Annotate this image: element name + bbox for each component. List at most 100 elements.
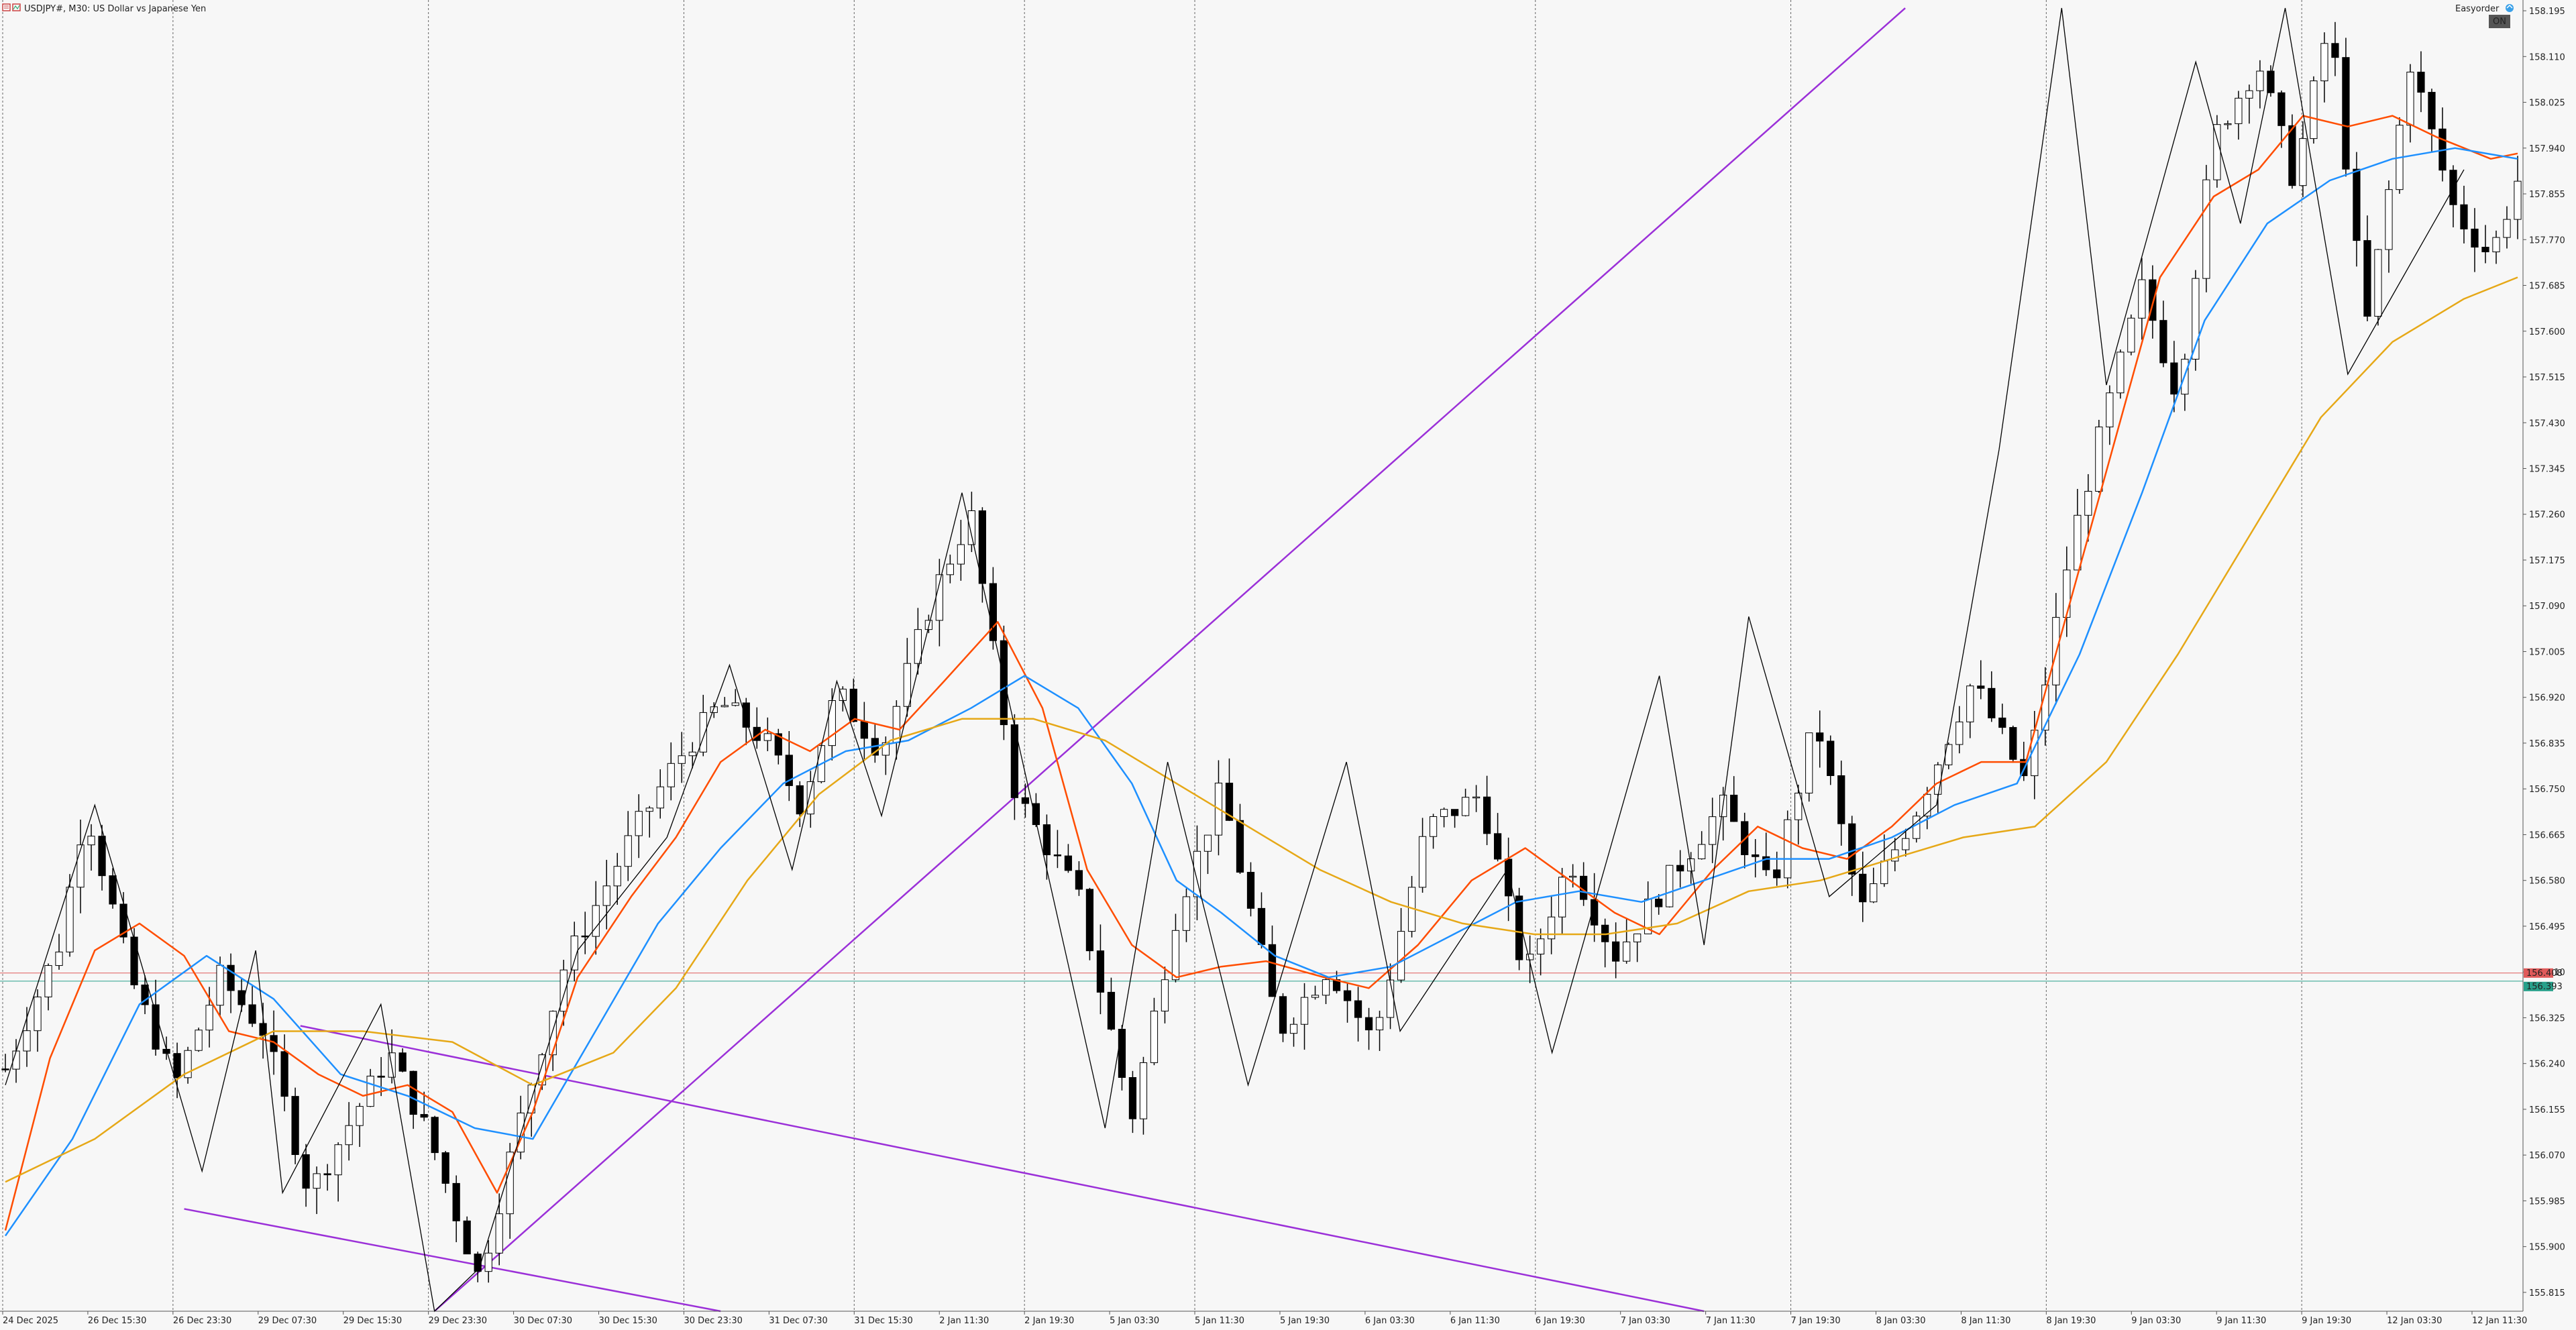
candle-body [2514,180,2522,220]
candle-body [130,936,138,986]
candle-body [2202,179,2210,279]
candle-body [1891,849,1899,862]
candle-body [1515,895,1523,960]
candle-body [237,990,246,1005]
trendline-channel-upper[interactable] [300,1025,1705,1313]
candle-body [291,1096,299,1156]
y-tick-label: 157.175 [2529,556,2565,566]
x-tick-label: 9 Jan 11:30 [2216,1316,2266,1326]
candle-body [1161,979,1169,1011]
candle-body [484,1252,492,1272]
candle-body [903,663,911,707]
easyorder-panel[interactable]: Easyorder ON [2455,4,2514,28]
candle-body [2138,279,2146,319]
candle-body [1171,930,1180,981]
x-tick-label: 6 Jan 19:30 [1536,1316,1585,1326]
trendline-ascending[interactable] [433,7,1906,1312]
candle-body [1257,907,1266,945]
symbol-title: USDJPY#, M30: US Dollar vs Japanese Yen [24,4,206,14]
indicator-icon[interactable] [12,3,21,11]
y-tick-label: 156.240 [2529,1060,2565,1070]
candle-body [420,1114,428,1118]
y-tick-label: 157.090 [2529,602,2565,612]
candle-body [227,964,235,991]
candle-body [602,885,610,906]
x-tick-label: 9 Jan 19:30 [2302,1316,2351,1326]
candle-body [1880,861,1888,885]
candle-body [1000,640,1008,726]
easyorder-label[interactable]: Easyorder [2455,4,2500,14]
candle-body [141,985,149,1005]
y-tick-label: 156.750 [2529,785,2565,795]
candle-body [1569,875,1577,878]
candle-body [1525,954,1534,960]
candle-body [592,905,600,937]
candle-body [2063,569,2071,618]
candle-body [1429,816,1438,837]
candle-body [1397,931,1405,981]
candle-body [2299,138,2307,186]
candle-body [849,688,857,722]
day-separators [2,0,2302,1311]
candle-body [559,969,568,1012]
candle-body [2374,249,2382,317]
candle-body [345,1125,353,1146]
chart-menu-icon[interactable] [2,3,11,11]
candle-body [205,1005,213,1031]
x-tick-label: 29 Dec 07:30 [258,1316,317,1326]
y-tick-label: 157.855 [2529,190,2565,200]
zigzag-line [5,7,2465,1313]
candle-body [796,785,804,815]
candle-body [1752,854,1760,857]
candle-body [914,629,922,664]
candle-body [1966,685,1974,722]
candle-body [1279,996,1287,1034]
candle-body [248,1004,256,1024]
candle-body [495,1213,503,1254]
candle-body [1128,1077,1137,1119]
trendline-channel-lower[interactable] [184,1208,721,1313]
candle-body [720,705,729,708]
candle-body [23,1030,31,1052]
candle-body [98,836,106,877]
candle-body [1139,1062,1148,1119]
price-axis[interactable]: 158.195 158.110 158.025 157.940 157.855 157.7… [2522,0,2576,1330]
candle-body [645,808,653,812]
candle-body [1225,783,1234,821]
candle-body [1934,764,1942,795]
candle-body [2159,320,2167,364]
candle-body [259,1023,267,1036]
candle-body [613,866,621,887]
time-axis[interactable]: 24 Dec 2025 26 Dec 15:30 26 Dec 23:30 29 De… [0,1311,2527,1326]
x-tick-label: 2 Jan 19:30 [1024,1316,1074,1326]
candle-body [1913,816,1921,839]
y-tick-label: 156.325 [2529,1013,2565,1023]
candle-body [2428,92,2436,129]
y-tick-label: 155.815 [2529,1288,2565,1298]
trendlines[interactable] [184,7,1906,1313]
x-tick-label: 31 Dec 15:30 [854,1316,912,1326]
candle-body [1483,796,1491,834]
candle-body [2224,123,2232,125]
candle-body [1709,816,1717,845]
candle-body [87,836,95,846]
candle-body [774,733,782,756]
x-tick-label: 7 Jan 11:30 [1706,1316,1756,1326]
moving-averages [4,115,2518,1237]
candle-body [1923,793,1931,817]
candle-body [2406,71,2414,126]
candle-body [431,1117,439,1154]
candle-body [624,835,632,867]
x-tick-label: 6 Jan 03:30 [1365,1316,1415,1326]
easyorder-icon[interactable] [2506,4,2514,12]
candle-body [2127,317,2135,353]
zigzag-polyline [5,7,2465,1313]
y-tick-label: 156.495 [2529,922,2565,932]
candle-body [967,510,976,545]
on-badge[interactable] [2489,15,2510,28]
candle-body [1547,916,1556,940]
bid-ask-lines [0,973,2523,982]
candle-body [1375,1017,1384,1031]
